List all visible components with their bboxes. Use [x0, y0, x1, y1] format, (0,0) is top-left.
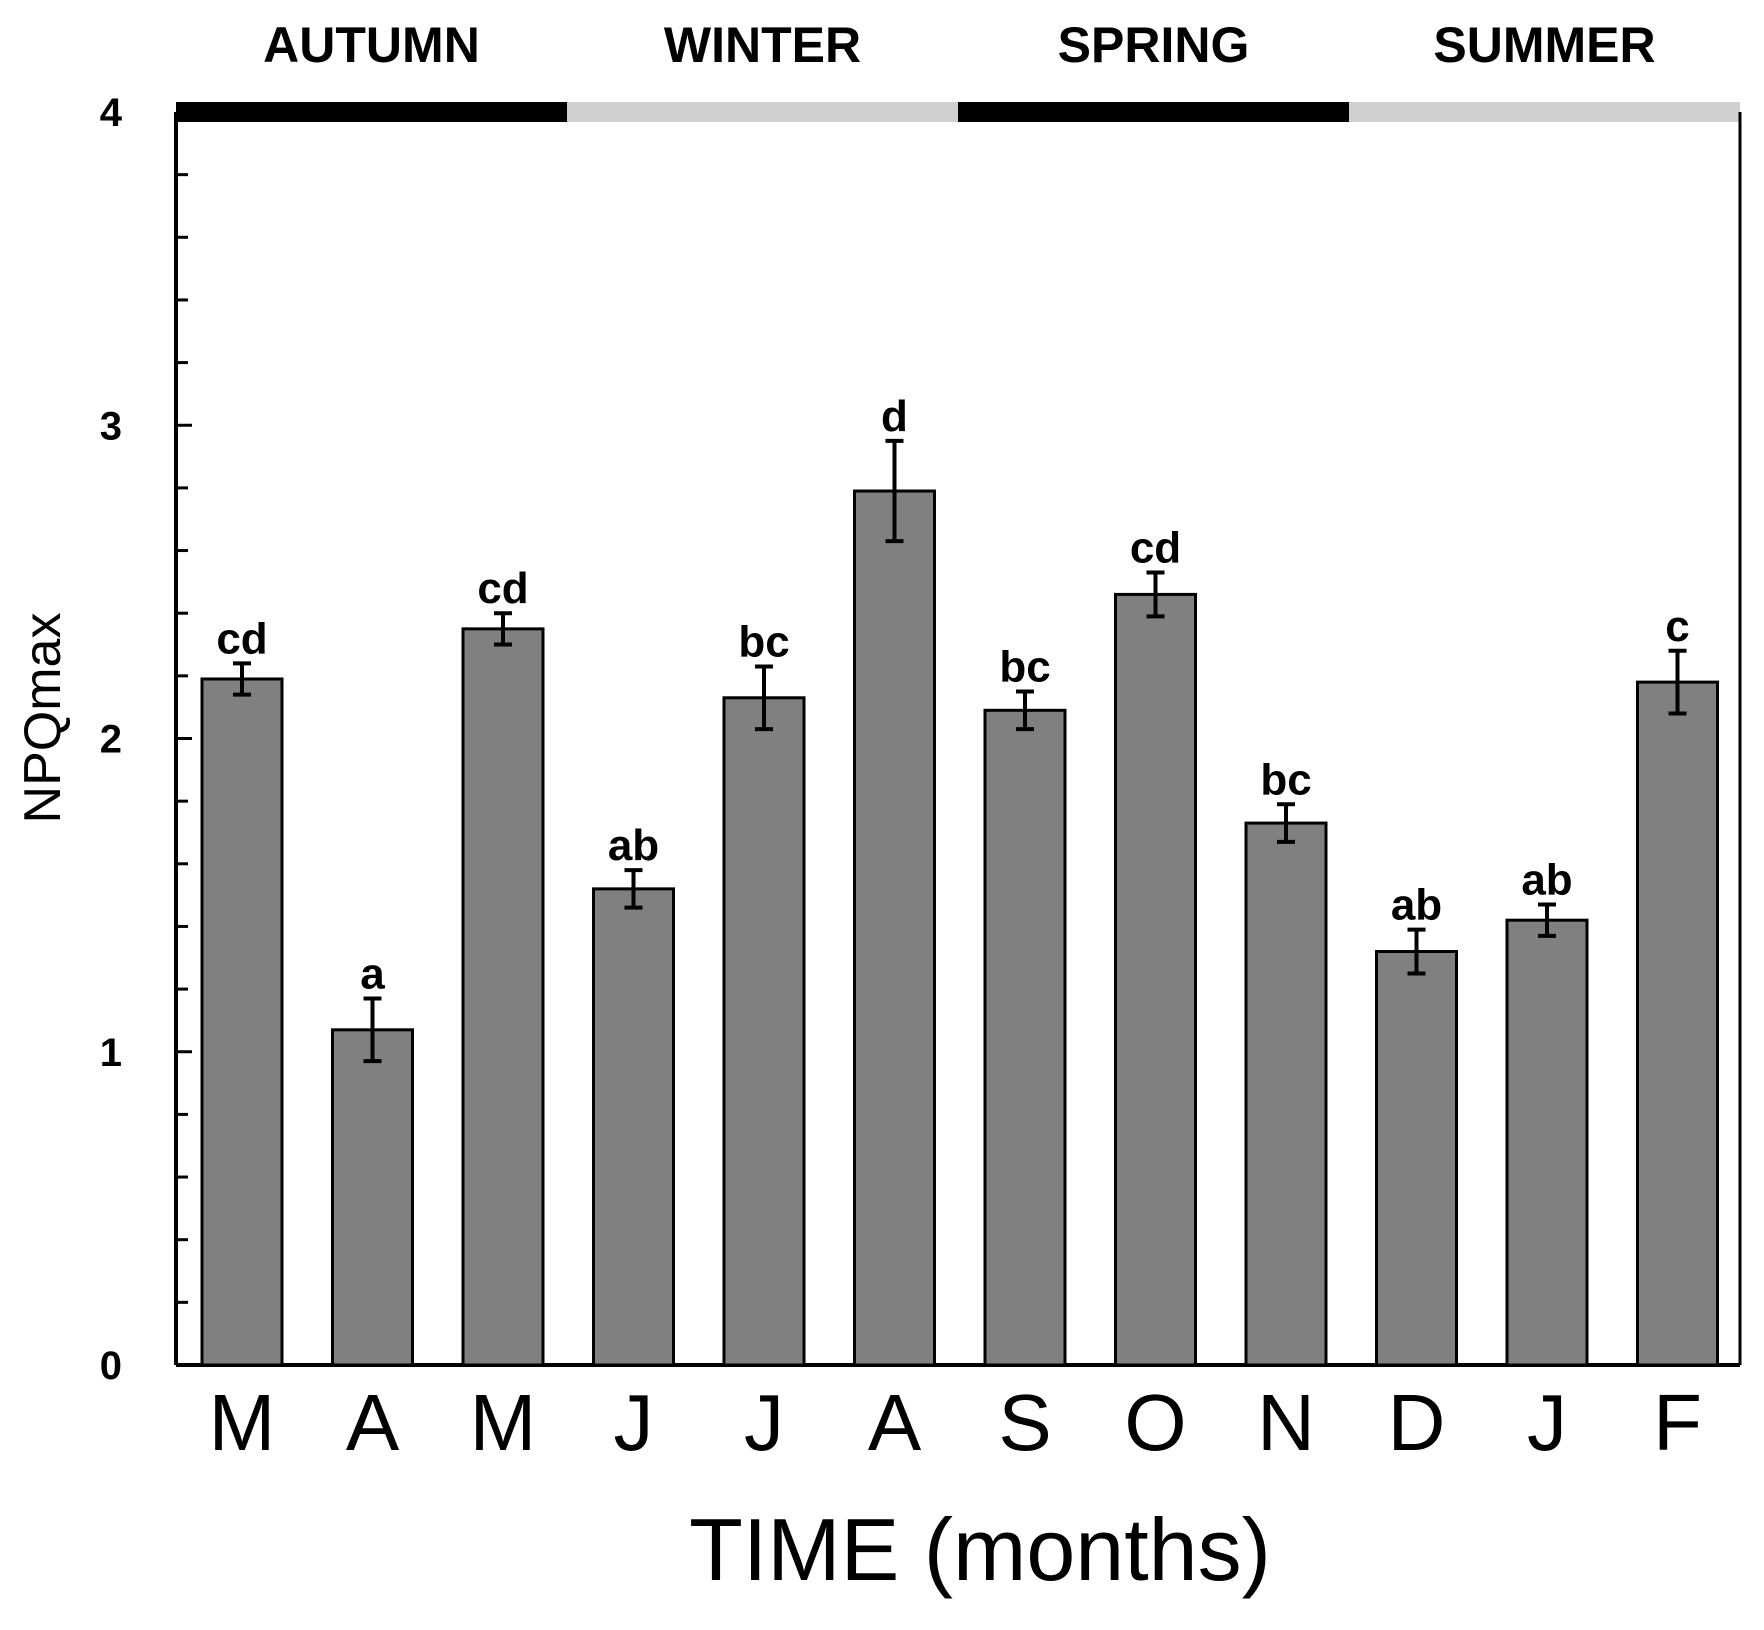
bar-5	[853, 489, 936, 1367]
x-category-label-6: S	[998, 1378, 1051, 1467]
bar-4	[722, 696, 806, 1367]
significance-label-5: d	[881, 392, 908, 441]
bar-9	[1375, 950, 1458, 1367]
y-tick-label: 1	[100, 1031, 122, 1075]
significance-label-3: ab	[608, 821, 659, 870]
x-category-label-11: F	[1653, 1378, 1702, 1467]
significance-label-9: ab	[1391, 881, 1442, 930]
bar-8	[1244, 821, 1328, 1367]
y-axis-ticks: 0 1 2 3 4	[100, 91, 192, 1388]
x-category-label-8: N	[1257, 1378, 1315, 1467]
season-bar-winter	[567, 102, 958, 122]
x-category-label-7: O	[1124, 1378, 1186, 1467]
x-category-label-2: M	[470, 1378, 537, 1467]
bar-6	[983, 708, 1067, 1367]
bars	[200, 489, 1719, 1367]
season-bar-spring	[958, 102, 1349, 122]
x-category-label-10: J	[1527, 1378, 1567, 1467]
bar-1	[331, 1028, 414, 1367]
bar-11	[1636, 680, 1719, 1367]
bar-10	[1505, 918, 1589, 1367]
x-category-label-4: J	[744, 1378, 784, 1467]
y-axis-title: NPQmax	[14, 613, 72, 824]
significance-label-10: ab	[1521, 856, 1572, 905]
bar-2	[461, 627, 545, 1367]
significance-label-0: cd	[216, 614, 267, 663]
season-labels: AUTUMN WINTER SPRING SUMMER	[263, 17, 1655, 73]
y-tick-label: 4	[100, 91, 123, 135]
significance-labels: cd a cd ab bc d bc cd bc ab ab c	[216, 392, 1689, 999]
significance-label-1: a	[360, 949, 385, 998]
x-category-label-1: A	[346, 1378, 400, 1467]
y-tick-label: 3	[100, 404, 122, 448]
significance-label-6: bc	[999, 643, 1050, 692]
season-label-spring: SPRING	[1058, 17, 1250, 73]
season-bar-summer	[1349, 102, 1740, 122]
y-tick-label: 0	[100, 1344, 122, 1388]
significance-label-7: cd	[1130, 523, 1181, 572]
x-category-label-9: D	[1388, 1378, 1446, 1467]
season-label-summer: SUMMER	[1433, 17, 1655, 73]
error-bars	[233, 438, 1687, 1064]
x-category-label-3: J	[614, 1378, 654, 1467]
season-label-autumn: AUTUMN	[263, 17, 480, 73]
bar-0	[200, 677, 284, 1367]
y-tick-label: 2	[100, 718, 122, 762]
x-axis-title: TIME (months)	[689, 1500, 1271, 1599]
significance-label-8: bc	[1260, 755, 1311, 804]
bar-3	[592, 887, 675, 1367]
season-bars	[176, 102, 1740, 122]
x-category-label-5: A	[868, 1378, 922, 1467]
x-category-label-0: M	[209, 1378, 276, 1467]
bar-7	[1114, 592, 1197, 1367]
season-label-winter: WINTER	[664, 17, 861, 73]
significance-label-4: bc	[738, 617, 789, 666]
significance-label-11: c	[1665, 602, 1689, 651]
season-bar-autumn	[176, 102, 567, 122]
significance-label-2: cd	[477, 564, 528, 613]
